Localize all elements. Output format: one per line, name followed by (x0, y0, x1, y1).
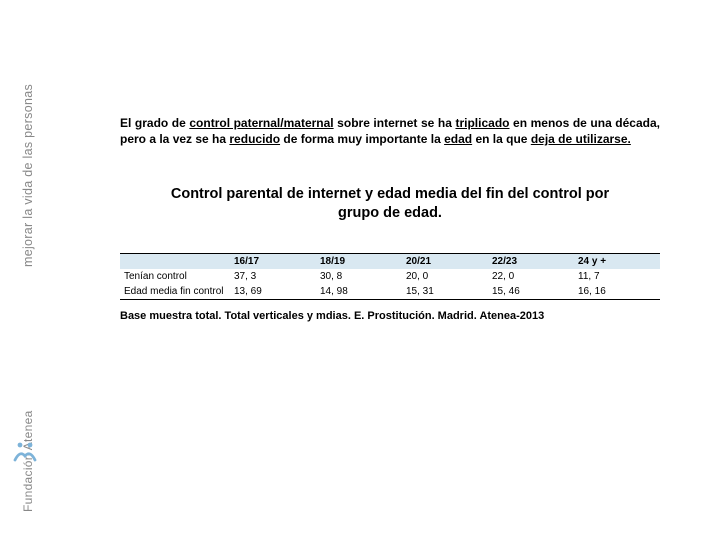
intro-span: edad (444, 132, 472, 146)
intro-span: en la que (472, 132, 531, 146)
table-cell: 13, 69 (230, 284, 316, 300)
table-cell: 20, 0 (402, 269, 488, 284)
main-content: El grado de control paternal/maternal so… (120, 115, 660, 322)
intro-span: control paternal/maternal (189, 116, 333, 130)
table-cell: 30, 8 (316, 269, 402, 284)
table-row: Tenían control 37, 3 30, 8 20, 0 22, 0 1… (120, 269, 660, 284)
table-container: 16/17 18/19 20/21 22/23 24 y + Tenían co… (120, 253, 660, 300)
table-cell: 22, 0 (488, 269, 574, 284)
table-header-cell: 18/19 (316, 254, 402, 270)
intro-span: El grado de (120, 116, 189, 130)
table-header-row: 16/17 18/19 20/21 22/23 24 y + (120, 254, 660, 270)
intro-span: sobre internet se ha (334, 116, 456, 130)
table-cell: 11, 7 (574, 269, 660, 284)
table-cell: Edad media fin control (120, 284, 230, 300)
table-row: Edad media fin control 13, 69 14, 98 15,… (120, 284, 660, 300)
data-table: 16/17 18/19 20/21 22/23 24 y + Tenían co… (120, 253, 660, 300)
table-cell: 15, 31 (402, 284, 488, 300)
table-header-cell: 22/23 (488, 254, 574, 270)
intro-paragraph: El grado de control paternal/maternal so… (120, 115, 660, 147)
table-cell: Tenían control (120, 269, 230, 284)
table-cell: 16, 16 (574, 284, 660, 300)
table-cell: 15, 46 (488, 284, 574, 300)
intro-span: de forma muy importante la (280, 132, 444, 146)
sidebar: mejorar la vida de las personas Fundació… (0, 0, 55, 540)
table-header-cell: 16/17 (230, 254, 316, 270)
table-cell: 14, 98 (316, 284, 402, 300)
intro-span: triplicado (455, 116, 509, 130)
footnote: Base muestra total. Total verticales y m… (120, 310, 660, 322)
table-cell: 37, 3 (230, 269, 316, 284)
intro-span: reducido (229, 132, 280, 146)
logo-icon (12, 440, 38, 462)
table-header-cell: 20/21 (402, 254, 488, 270)
table-header-cell (120, 254, 230, 270)
intro-span: deja de utilizarse. (531, 132, 631, 146)
sidebar-tagline: mejorar la vida de las personas (21, 84, 35, 267)
chart-title: Control parental de internet y edad medi… (120, 185, 660, 223)
table-header-cell: 24 y + (574, 254, 660, 270)
